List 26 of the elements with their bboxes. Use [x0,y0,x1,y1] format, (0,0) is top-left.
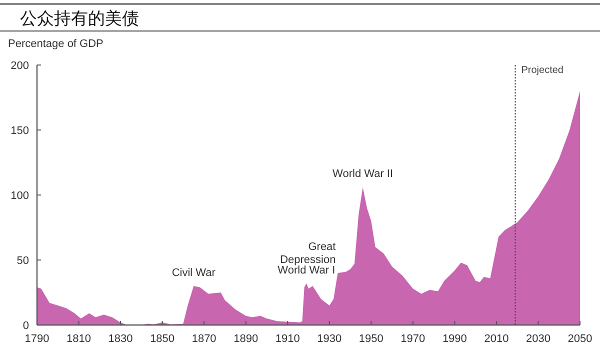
annotation: Civil War [172,267,216,279]
annotation: World War II [332,168,394,180]
y-tick-label: 100 [10,190,29,202]
x-tick-label: 1830 [108,333,133,345]
x-tick-label: 1970 [400,333,426,345]
x-tick-label: 2010 [484,333,509,345]
x-tick-label: 1990 [442,333,467,345]
x-tick-label: 1810 [66,333,92,345]
y-tick-label: 150 [10,125,29,137]
x-tick-label: 2030 [526,333,550,345]
annotation: World War I [278,264,336,276]
chart-title: 公众持有的美债 [20,9,139,28]
x-tick-label: 1790 [24,333,50,345]
y-tick-label: 50 [16,255,29,267]
annotation: Great Depression [280,241,336,266]
x-tick-label: 1930 [317,333,342,345]
y-axis-title: Percentage of GDP [8,38,104,50]
x-tick-label: 2050 [568,333,592,345]
x-tick-label: 1950 [358,333,384,345]
x-tick-label: 1850 [150,333,175,345]
y-tick-label: 0 [22,320,29,332]
ref-line-label: Projected [521,65,564,76]
x-tick-label: 1870 [192,333,216,345]
x-tick-label: 1910 [275,333,300,345]
y-tick-label: 200 [10,60,29,72]
x-tick-label: 1890 [234,333,258,345]
